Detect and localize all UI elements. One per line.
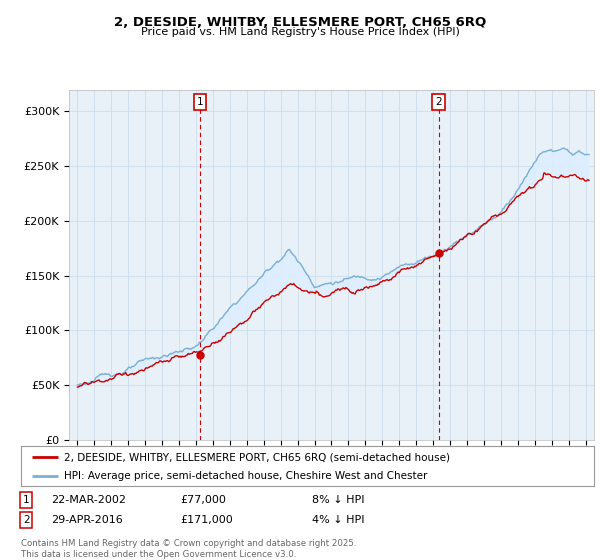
Text: 1: 1 — [23, 495, 29, 505]
Text: £77,000: £77,000 — [180, 495, 226, 505]
Text: 2: 2 — [23, 515, 29, 525]
Text: £171,000: £171,000 — [180, 515, 233, 525]
Text: Price paid vs. HM Land Registry's House Price Index (HPI): Price paid vs. HM Land Registry's House … — [140, 27, 460, 37]
Text: HPI: Average price, semi-detached house, Cheshire West and Chester: HPI: Average price, semi-detached house,… — [64, 471, 427, 481]
Text: 2, DEESIDE, WHITBY, ELLESMERE PORT, CH65 6RQ (semi-detached house): 2, DEESIDE, WHITBY, ELLESMERE PORT, CH65… — [64, 452, 450, 462]
Text: 1: 1 — [197, 97, 203, 107]
Text: 2: 2 — [436, 97, 442, 107]
Text: 2, DEESIDE, WHITBY, ELLESMERE PORT, CH65 6RQ: 2, DEESIDE, WHITBY, ELLESMERE PORT, CH65… — [114, 16, 486, 29]
Text: 8% ↓ HPI: 8% ↓ HPI — [312, 495, 365, 505]
Text: 22-MAR-2002: 22-MAR-2002 — [51, 495, 126, 505]
Text: 29-APR-2016: 29-APR-2016 — [51, 515, 123, 525]
Text: 4% ↓ HPI: 4% ↓ HPI — [312, 515, 365, 525]
Text: Contains HM Land Registry data © Crown copyright and database right 2025.
This d: Contains HM Land Registry data © Crown c… — [21, 539, 356, 559]
